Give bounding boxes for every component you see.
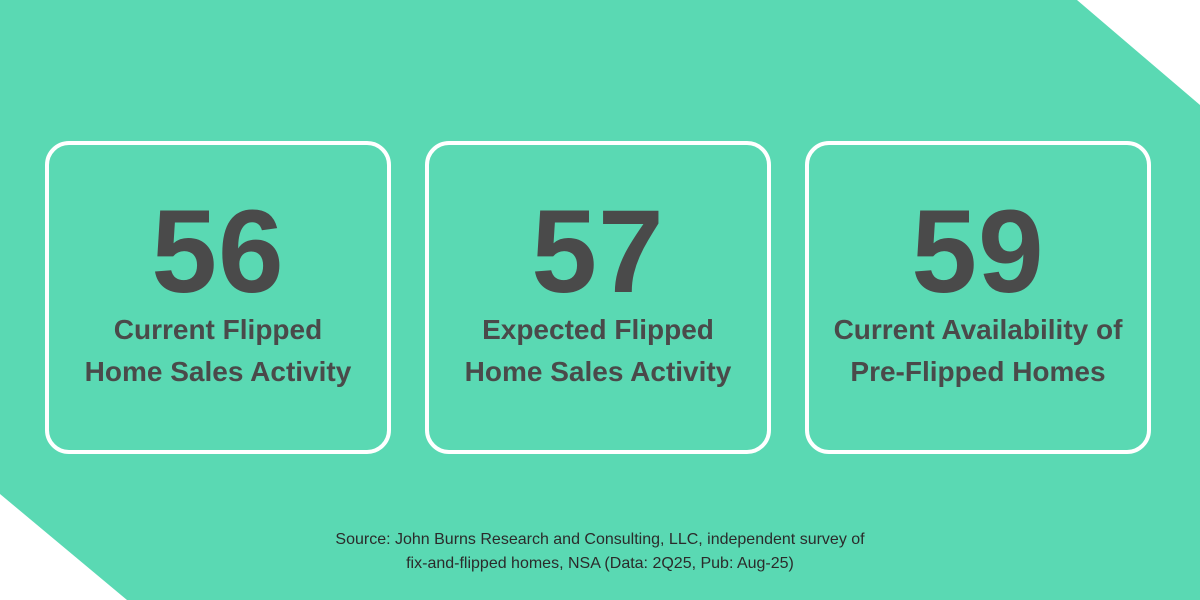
- metric-value: 59: [911, 185, 1045, 318]
- metric-label-line: Current Availability of: [833, 313, 1123, 345]
- metric-card-availability: 59 Current Availability of Pre-Flipped H…: [805, 141, 1151, 454]
- metric-card-expected-sales: 57 Expected Flipped Home Sales Activity: [425, 141, 771, 454]
- metric-label-line: Home Sales Activity: [464, 355, 732, 387]
- metric-label-line: Current Flipped: [113, 313, 323, 345]
- source-note: Source: John Burns Research and Consulti…: [0, 528, 1200, 576]
- metric-label: Current Flipped Home Sales Activity: [85, 309, 352, 393]
- metric-label-line: Home Sales Activity: [84, 355, 352, 387]
- metric-label-line: Expected Flipped: [482, 313, 714, 345]
- metric-value: 56: [151, 185, 285, 318]
- metric-label: Current Availability of Pre-Flipped Home…: [834, 309, 1123, 393]
- source-line: Source: John Burns Research and Consulti…: [335, 531, 865, 548]
- source-line: fix-and-flipped homes, NSA (Data: 2Q25, …: [406, 555, 794, 572]
- metric-card-current-sales: 56 Current Flipped Home Sales Activity: [45, 141, 391, 454]
- metric-label-line: Pre-Flipped Homes: [850, 355, 1106, 387]
- metric-label: Expected Flipped Home Sales Activity: [465, 309, 732, 393]
- metric-value: 57: [531, 185, 665, 318]
